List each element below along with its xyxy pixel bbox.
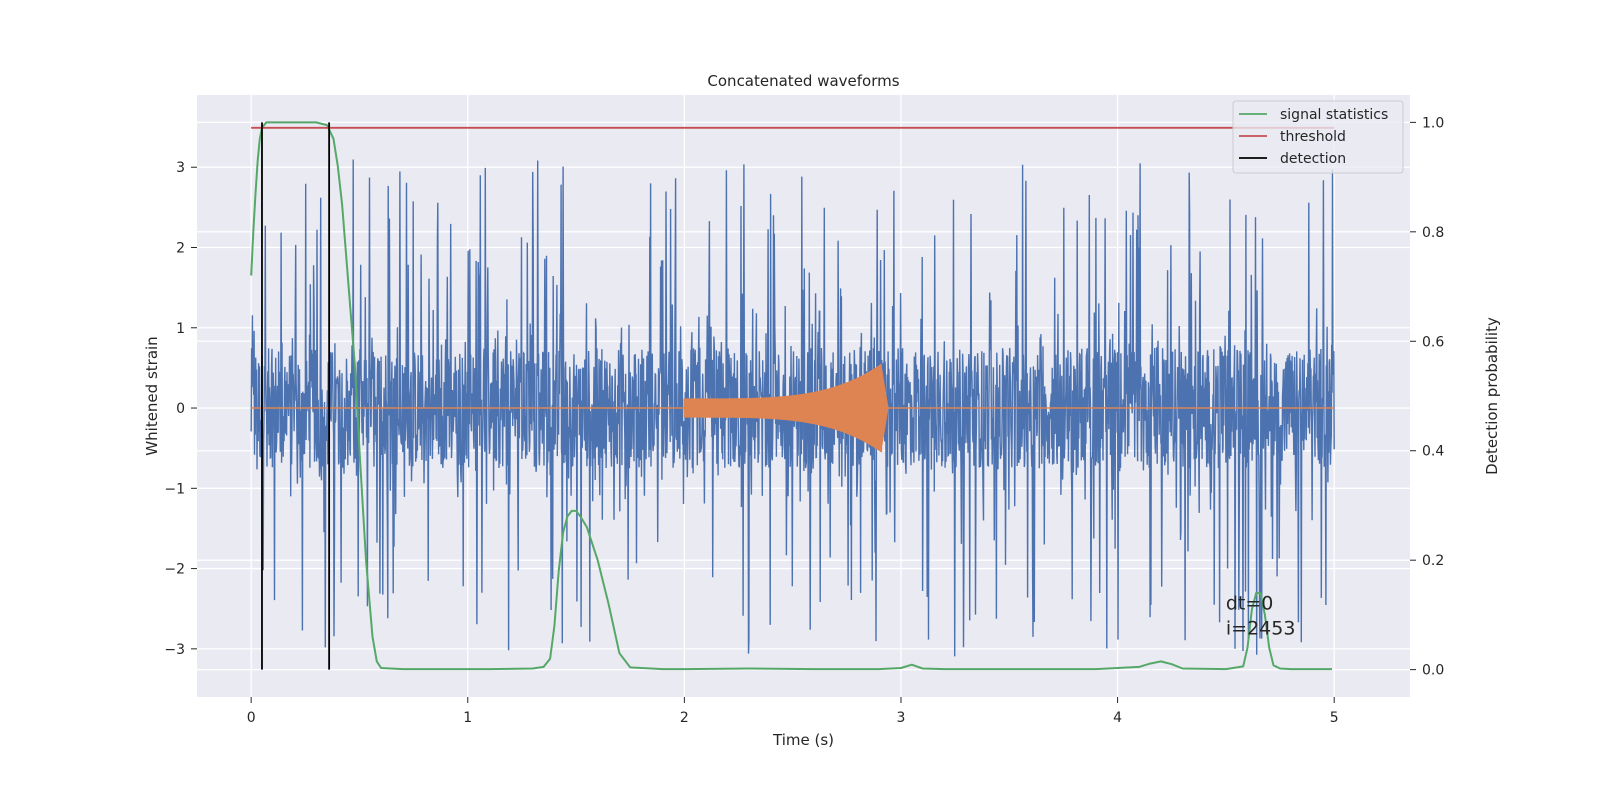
y-tick-label-left: −2 — [164, 562, 185, 578]
x-axis-ticks: 0 1 2 3 4 5 — [247, 697, 1339, 726]
y-tick-label-left: −3 — [164, 642, 185, 658]
y-tick-label-left: 2 — [176, 241, 185, 257]
signal-statistics-series — [250, 121, 1332, 671]
y-tick-label-right: 0.8 — [1422, 225, 1444, 241]
annotation-text: dt=0 i=2453 — [1226, 592, 1296, 639]
strain-series — [250, 159, 1335, 657]
strain-line — [250, 159, 1335, 657]
x-tick-label: 1 — [463, 710, 472, 726]
legend-label-detection: detection — [1280, 151, 1346, 167]
y-axis-label-right: Detection probability — [1483, 317, 1501, 475]
legend: signal statistics threshold detection — [1232, 100, 1404, 174]
annotation-dt: dt=0 — [1226, 592, 1274, 614]
x-tick-label: 3 — [897, 710, 906, 726]
y-tick-label-right: 0.0 — [1422, 663, 1444, 679]
y-tick-label-left: 3 — [176, 160, 185, 176]
y-tick-label-left: −1 — [164, 481, 185, 497]
template-line — [251, 364, 1335, 453]
y-axis-label-left: Whitened strain — [143, 336, 161, 455]
signal-statistics-line — [250, 121, 1332, 671]
x-axis-label: Time (s) — [772, 731, 834, 749]
legend-box — [1232, 100, 1404, 174]
template-series — [251, 364, 1335, 453]
y-axis-ticks-left: −3 −2 −1 0 1 2 3 — [164, 160, 197, 658]
y-tick-label-right: 0.2 — [1422, 553, 1444, 569]
x-tick-label: 5 — [1330, 710, 1339, 726]
legend-label-signal-statistics: signal statistics — [1280, 107, 1388, 123]
y-tick-label-right: 1.0 — [1422, 115, 1444, 131]
x-tick-label: 2 — [680, 710, 689, 726]
y-tick-label-right: 0.6 — [1422, 334, 1444, 350]
annotation-index: i=2453 — [1226, 618, 1296, 640]
y-tick-label-left: 0 — [176, 401, 185, 417]
detection-series — [261, 122, 331, 670]
y-tick-label-left: 1 — [176, 321, 185, 337]
legend-label-threshold: threshold — [1280, 129, 1346, 145]
chart-title: Concatenated waveforms — [707, 72, 899, 90]
x-tick-label: 4 — [1113, 710, 1122, 726]
y-tick-label-right: 0.4 — [1422, 444, 1444, 460]
y-axis-ticks-right: 0.0 0.2 0.4 0.6 0.8 1.0 — [1410, 115, 1444, 679]
x-tick-label: 0 — [247, 710, 256, 726]
